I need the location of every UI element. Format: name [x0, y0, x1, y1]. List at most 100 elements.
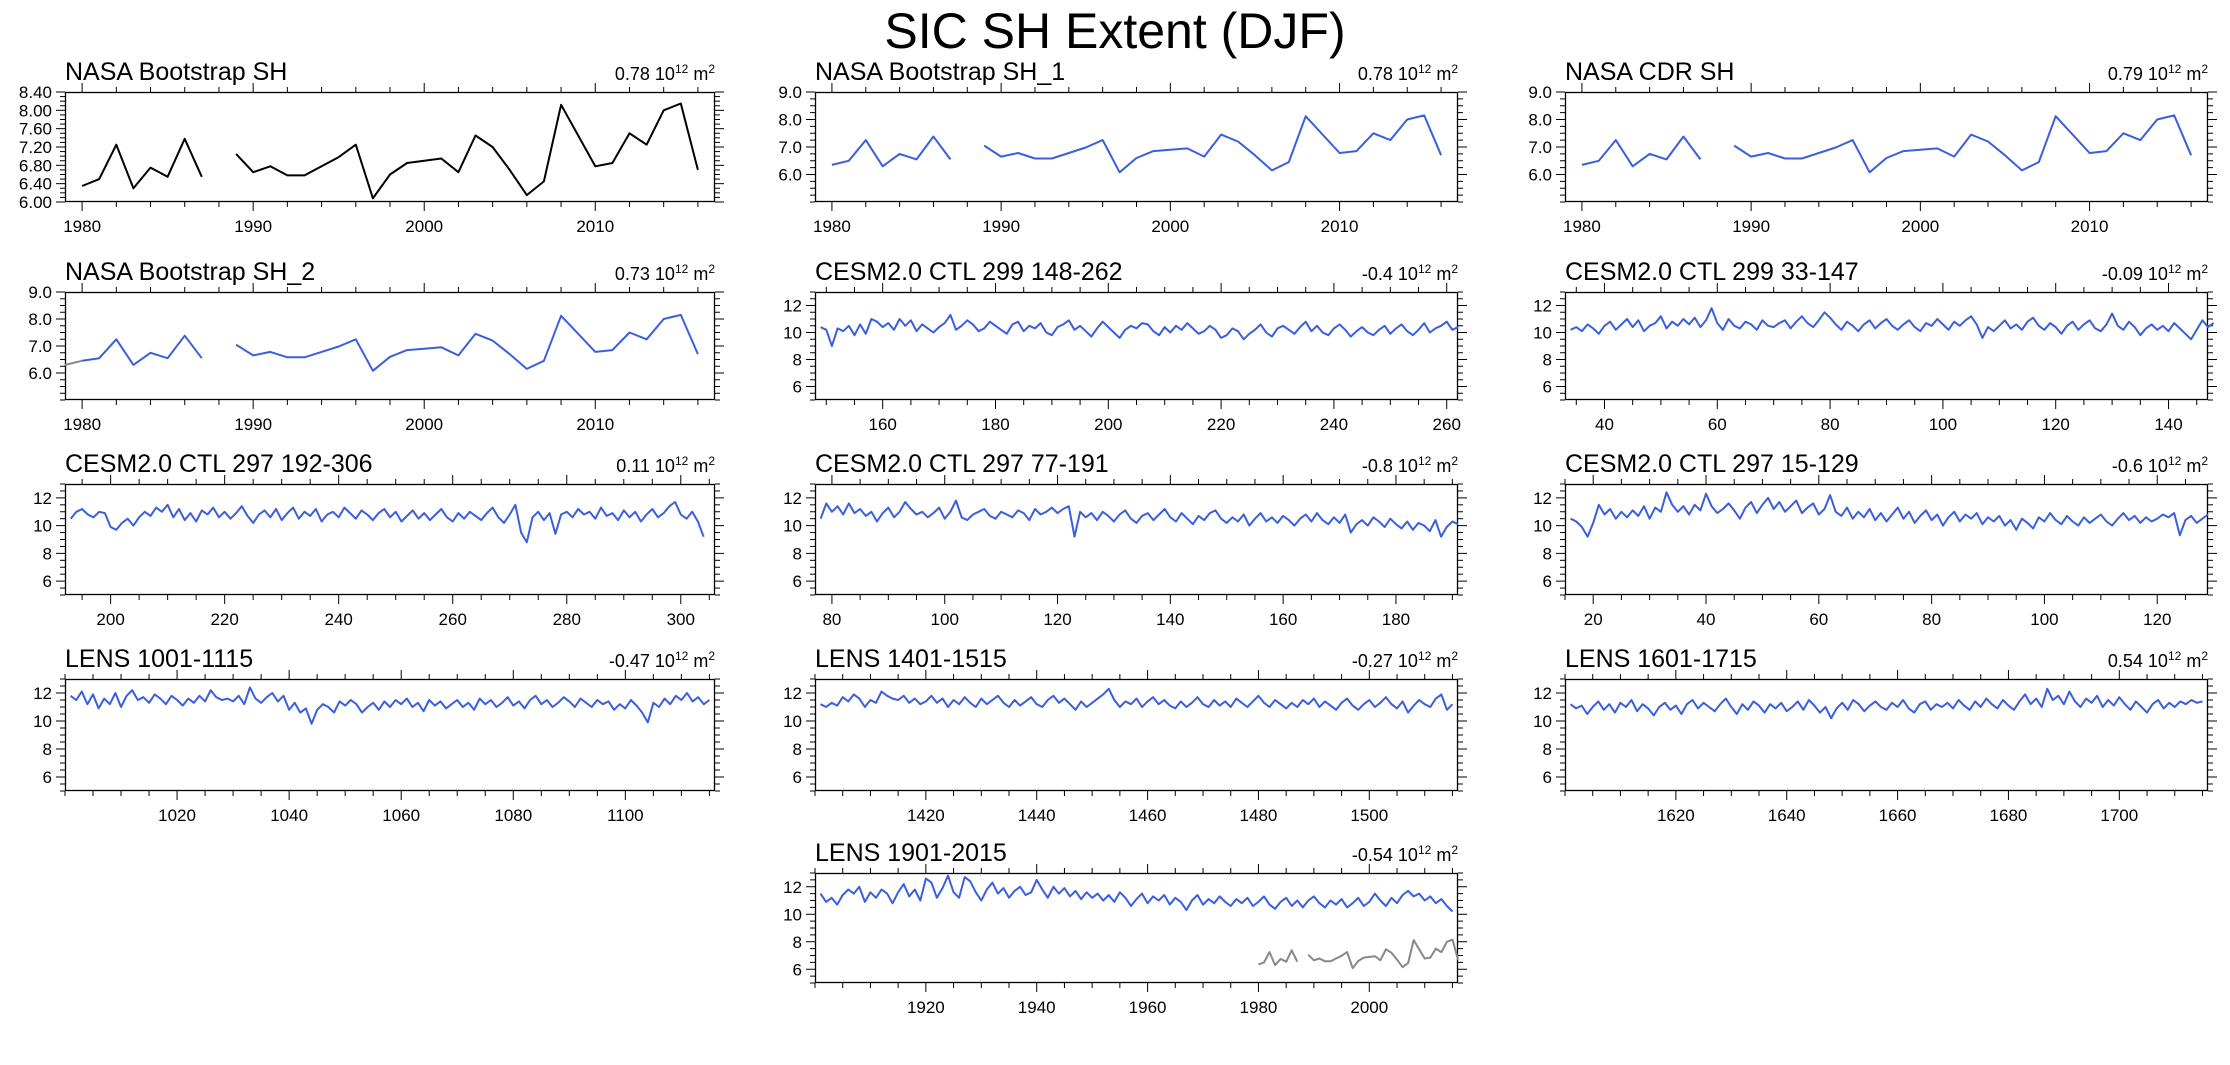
panel-title: LENS 1901-2015: [815, 839, 1007, 867]
x-tick-label: 1620: [1657, 806, 1695, 825]
trend-value: -0.54: [1351, 845, 1393, 865]
x-tick-label: 1920: [907, 998, 945, 1017]
plot-frame: [1564, 291, 2209, 401]
trend-value: 0.78: [1357, 64, 1393, 84]
x-tick-label: 1060: [382, 806, 420, 825]
plot-area: 6 8 10 12 200 220 240 260 280 300: [33, 475, 724, 629]
x-tick-label: 2000: [405, 415, 443, 434]
x-tick-label: 240: [324, 610, 352, 629]
x-tick-label: 180: [981, 415, 1009, 434]
x-tick-label: 1680: [1990, 806, 2028, 825]
trend-unit-base: 10: [1397, 456, 1418, 476]
y-tick-label: 10: [783, 712, 802, 731]
trend-unit-area: m: [1436, 264, 1452, 284]
x-tick-label: 2010: [1321, 217, 1359, 236]
x-tick-label: 120: [2143, 610, 2171, 629]
trend-unit-area: m: [693, 64, 709, 84]
x-tick-label: 1640: [1768, 806, 1806, 825]
trend-unit-area-exponent: 2: [1451, 843, 1458, 857]
x-tick-label: 1040: [270, 806, 308, 825]
trend-unit-exponent: 12: [2167, 649, 2182, 663]
series-line: [69, 501, 705, 544]
x-tick-label: 1980: [1563, 217, 1601, 236]
trend-unit-area-exponent: 2: [708, 262, 715, 276]
chart-panel: LENS 1601-1715 0.54 1012 m2 6 8 10 12 1620 1640…: [1533, 639, 2217, 827]
plot-frame: [1564, 483, 2209, 596]
trend-unit-area-exponent: 2: [2201, 454, 2208, 468]
y-tick-label: 8.0: [28, 310, 52, 329]
y-tick-label: 10: [783, 517, 802, 536]
y-tick-label: 6: [793, 378, 802, 397]
chart-panel: NASA Bootstrap SH 0.78 1012 m2 6.00 6.40 6.8…: [19, 52, 724, 238]
panel-title: NASA CDR SH: [1565, 58, 1735, 86]
trend-value: 0.78: [614, 64, 650, 84]
x-tick-label: 260: [1433, 415, 1461, 434]
y-tick-label: 8: [793, 740, 802, 759]
x-tick-label: 260: [439, 610, 467, 629]
series-line: [1570, 307, 2215, 341]
x-tick-label: 1980: [63, 217, 101, 236]
x-tick-label: 1960: [1129, 998, 1167, 1017]
series-line: [820, 687, 1454, 714]
x-tick-label: 1990: [234, 217, 272, 236]
plot-frame: [814, 872, 1459, 984]
plot-area: 6.006.406.807.207.608.008.40 1980 1990 2000…: [19, 83, 724, 236]
x-tick-label: 80: [1922, 610, 1941, 629]
x-tick-label: 2000: [1350, 998, 1388, 1017]
y-tick-label: 7.20: [19, 138, 52, 157]
trend-unit-area: m: [2186, 456, 2202, 476]
y-tick-label: 12: [783, 297, 802, 316]
panel-title: CESM2.0 CTL 297 15-129: [1565, 450, 1859, 478]
trend-unit-base: 10: [1397, 264, 1418, 284]
plot-area: 6 8 10 12 1920 1940 1960 1980 2000: [783, 864, 1467, 1017]
x-tick-label: 1940: [1018, 998, 1056, 1017]
trend-annotation: 0.73 1012 m2: [615, 262, 715, 285]
y-tick-label: 12: [783, 878, 802, 897]
trend-unit-base: 10: [654, 64, 675, 84]
x-tick-label: 220: [210, 610, 238, 629]
trend-unit-base: 10: [1397, 845, 1418, 865]
trend-unit-area-exponent: 2: [2201, 649, 2208, 663]
panel-title: NASA Bootstrap SH_1: [815, 58, 1066, 86]
x-tick-label: 100: [1929, 415, 1957, 434]
panel-title: NASA Bootstrap SH_2: [65, 258, 316, 286]
x-tick-label: 1990: [1732, 217, 1770, 236]
trend-unit-area-exponent: 2: [708, 649, 715, 663]
y-tick-label: 8.0: [778, 111, 802, 130]
x-tick-label: 1990: [982, 217, 1020, 236]
plot-frame: [1564, 91, 2209, 203]
y-tick-label: 12: [33, 489, 52, 508]
trend-unit-base: 10: [1397, 64, 1418, 84]
trend-unit-area: m: [1436, 456, 1452, 476]
series-line: [1258, 938, 1459, 970]
x-tick-label: 280: [553, 610, 581, 629]
y-tick-label: 10: [783, 905, 802, 924]
plot-area: 6.0 7.0 8.0 9.0 1980 1990 2000 2010: [778, 83, 1467, 236]
chart-panel: LENS 1901-2015 -0.54 1012 m2 6 8 10 12 1920 194…: [783, 833, 1467, 1019]
trend-unit-area: m: [1436, 845, 1452, 865]
trend-unit-area-exponent: 2: [1451, 649, 1458, 663]
y-tick-label: 6: [793, 572, 802, 591]
x-tick-label: 200: [1094, 415, 1122, 434]
panel-title: CESM2.0 CTL 297 192-306: [65, 450, 373, 478]
trend-unit-area: m: [2186, 64, 2202, 84]
x-tick-label: 1660: [1879, 806, 1917, 825]
x-tick-label: 2010: [2071, 217, 2109, 236]
x-tick-label: 160: [1269, 610, 1297, 629]
trend-value: -0.47: [608, 651, 650, 671]
trend-annotation: 0.11 1012 m2: [616, 454, 715, 477]
trend-annotation: -0.6 1012 m2: [2112, 454, 2208, 477]
x-tick-label: 40: [1697, 610, 1716, 629]
y-tick-label: 6: [793, 768, 802, 787]
series-line: [81, 313, 699, 372]
plot-area: 6 8 10 12 1020 1040 1060 1080 1100: [33, 670, 724, 825]
plot-frame: [64, 291, 716, 401]
trend-unit-base: 10: [1397, 651, 1418, 671]
plot-area: 6 8 10 12 1620 1640 1660 1680 1700: [1533, 670, 2217, 825]
y-tick-label: 6.40: [19, 175, 52, 194]
chart-panel: NASA CDR SH 0.79 1012 m2 6.0 7.0 8.0 9.0 1980 1…: [1528, 52, 2217, 238]
trend-value: 0.73: [614, 264, 650, 284]
panel-title: LENS 1401-1515: [815, 645, 1007, 673]
plot-frame: [1564, 678, 2209, 792]
trend-unit-area: m: [1436, 651, 1452, 671]
